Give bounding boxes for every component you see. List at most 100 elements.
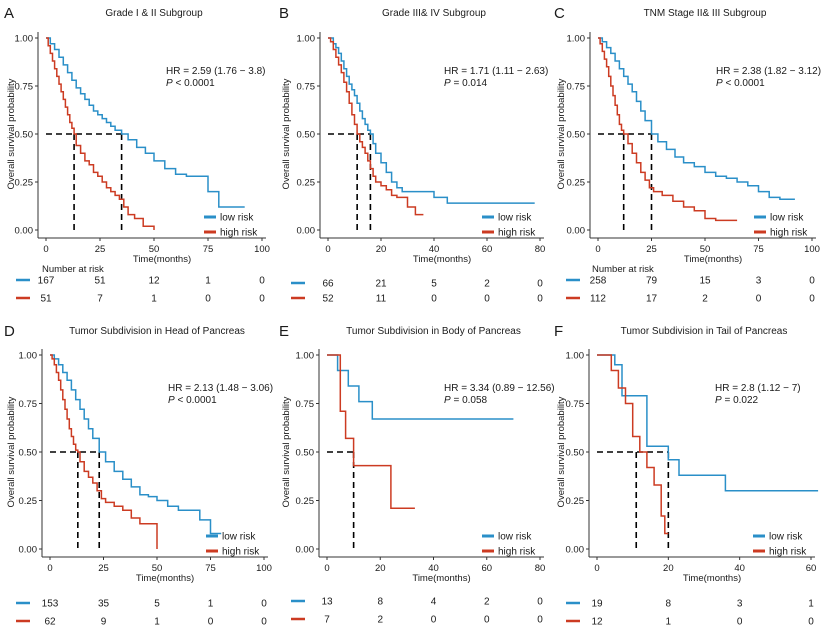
legend-label-high: high risk xyxy=(222,547,260,558)
x-tick-label: 40 xyxy=(428,563,439,574)
legend-label-low: low risk xyxy=(498,532,532,543)
p-label: P xyxy=(715,395,722,406)
x-tick-label: 20 xyxy=(663,563,674,574)
p-label: P xyxy=(716,78,723,89)
panel-title: TNM Stage II& III Subgroup xyxy=(644,8,767,19)
high-risk-curve xyxy=(327,354,415,510)
risk-count: 1 xyxy=(205,276,211,287)
p-value: P < 0.0001 xyxy=(166,78,215,89)
risk-count: 0 xyxy=(261,599,267,610)
risk-count: 62 xyxy=(44,617,56,628)
y-tick-label: 0.25 xyxy=(15,178,34,189)
x-tick-label: 100 xyxy=(254,244,270,255)
x-tick-label: 20 xyxy=(375,563,386,574)
risk-count: 5 xyxy=(431,279,437,290)
y-tick-label: 1.00 xyxy=(297,34,316,45)
risk-count: 0 xyxy=(756,294,762,305)
risk-count: 3 xyxy=(756,276,762,287)
y-axis-label: Overall survival probability xyxy=(281,78,292,189)
legend-label-high: high risk xyxy=(220,228,258,239)
low-risk-curve xyxy=(328,37,535,204)
y-axis-label: Overall survival probability xyxy=(6,396,17,507)
x-tick-label: 0 xyxy=(325,244,330,255)
hr-annotation: HR = 2.13 (1.48 − 3.06) xyxy=(168,383,273,394)
p-value-text: < 0.0001 xyxy=(175,395,217,406)
panel-letter: C xyxy=(554,5,565,22)
panel-title: Tumor Subdivision in Body of Pancreas xyxy=(346,326,521,337)
legend-label-high: high risk xyxy=(770,228,808,239)
risk-count: 0 xyxy=(484,615,490,626)
x-axis-label: Time(months) xyxy=(684,254,742,265)
p-value: P < 0.0001 xyxy=(168,395,217,406)
y-axis-label: Overall survival probability xyxy=(556,396,567,507)
risk-count: 1 xyxy=(151,294,157,305)
x-tick-label: 40 xyxy=(734,563,745,574)
risk-count: 1 xyxy=(808,599,814,610)
y-tick-label: 0.00 xyxy=(297,226,316,237)
x-tick-label: 75 xyxy=(205,563,216,574)
y-tick-label: 0.00 xyxy=(566,545,585,556)
risk-count: 11 xyxy=(376,294,387,305)
legend-label-high: high risk xyxy=(769,547,807,558)
x-tick-label: 75 xyxy=(753,244,764,255)
risk-count: 9 xyxy=(101,617,107,628)
low-risk-curve xyxy=(50,354,222,535)
p-value-text: = 0.058 xyxy=(451,395,488,406)
legend-label-high: high risk xyxy=(498,228,536,239)
y-tick-label: 0.25 xyxy=(296,496,315,507)
y-tick-label: 0.50 xyxy=(566,448,585,459)
y-tick-label: 0.25 xyxy=(19,496,38,507)
p-value-text: = 0.014 xyxy=(451,78,488,89)
x-tick-label: 0 xyxy=(595,244,600,255)
risk-count: 7 xyxy=(97,294,103,305)
risk-table-title: Number at risk xyxy=(592,264,654,275)
p-label: P xyxy=(444,395,451,406)
risk-count: 52 xyxy=(322,294,334,305)
y-tick-label: 1.00 xyxy=(566,351,585,362)
risk-count: 0 xyxy=(809,294,815,305)
p-value: P = 0.022 xyxy=(715,395,759,406)
risk-count: 2 xyxy=(484,597,490,608)
y-tick-label: 0.25 xyxy=(297,178,316,189)
km-panel-f: F Tumor Subdivision in Tail of Pancreas 0.… xyxy=(554,323,819,628)
panel-title: Tumor Subdivision in Head of Pancreas xyxy=(69,326,245,337)
x-tick-label: 50 xyxy=(700,244,711,255)
hr-annotation: HR = 2.59 (1.76 − 3.8) xyxy=(166,66,266,77)
y-axis-label: Overall survival probability xyxy=(281,396,292,507)
x-tick-label: 25 xyxy=(646,244,657,255)
x-tick-label: 80 xyxy=(535,244,546,255)
risk-count: 66 xyxy=(322,279,334,290)
hr-annotation: HR = 1.71 (1.11 − 2.63) xyxy=(444,66,548,77)
risk-count: 112 xyxy=(590,294,606,305)
x-tick-label: 0 xyxy=(43,244,48,255)
risk-count: 153 xyxy=(42,599,59,610)
x-axis-label: Time(months) xyxy=(413,254,471,265)
y-tick-label: 0.25 xyxy=(567,178,586,189)
y-tick-label: 0.50 xyxy=(297,130,316,141)
p-value: P < 0.0001 xyxy=(716,78,765,89)
y-tick-label: 0.75 xyxy=(567,82,586,93)
y-tick-label: 0.75 xyxy=(15,82,34,93)
x-tick-label: 0 xyxy=(594,563,599,574)
risk-table-title: Number at risk xyxy=(42,264,104,275)
x-tick-label: 25 xyxy=(95,244,106,255)
risk-count: 7 xyxy=(324,615,330,626)
x-tick-label: 20 xyxy=(376,244,387,255)
risk-count: 3 xyxy=(737,599,743,610)
p-label: P xyxy=(444,78,451,89)
legend-label-low: low risk xyxy=(220,213,254,224)
risk-count: 79 xyxy=(646,276,658,287)
panel-title: Grade I & II Subgroup xyxy=(105,8,203,19)
high-risk-curve xyxy=(46,37,155,230)
y-tick-label: 1.00 xyxy=(15,34,34,45)
risk-count: 0 xyxy=(737,617,743,628)
risk-count: 12 xyxy=(148,276,160,287)
risk-count: 258 xyxy=(590,276,607,287)
km-panel-d: D Tumor Subdivision in Head of Pancreas 0.… xyxy=(4,323,273,628)
risk-count: 51 xyxy=(94,276,106,287)
risk-count: 0 xyxy=(537,294,543,305)
y-tick-label: 0.00 xyxy=(19,545,38,556)
x-tick-label: 25 xyxy=(98,563,109,574)
y-tick-label: 0.75 xyxy=(297,82,316,93)
p-value: P = 0.058 xyxy=(444,395,488,406)
